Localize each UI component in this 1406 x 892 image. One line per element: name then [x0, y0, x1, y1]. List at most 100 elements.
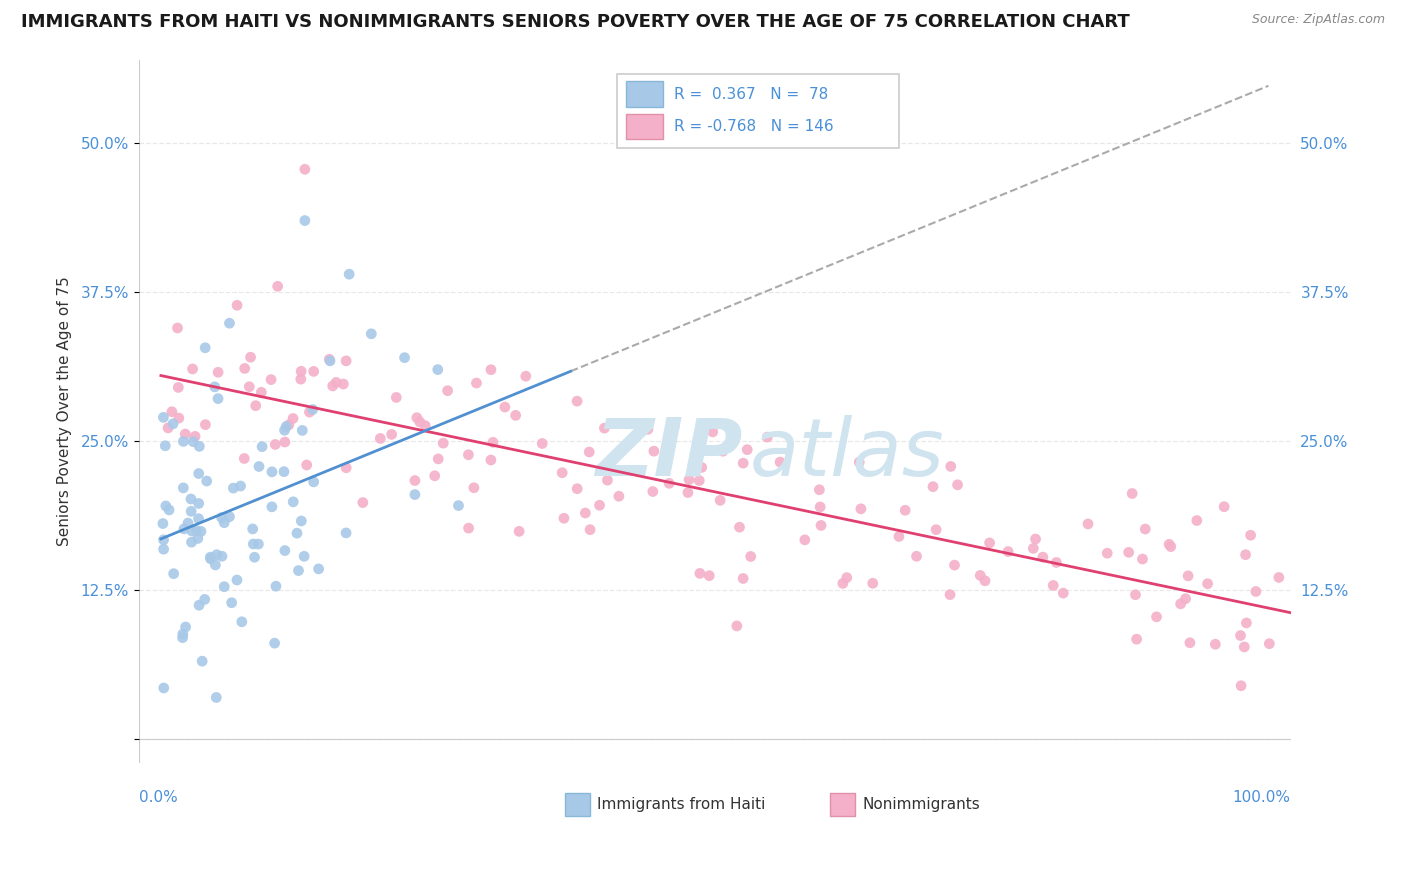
Point — [360, 326, 382, 341]
Point — [370, 432, 392, 446]
Point — [664, 419, 686, 434]
Point — [260, 465, 283, 479]
Point — [1125, 632, 1147, 647]
Point — [678, 473, 700, 487]
Point — [641, 484, 664, 499]
Point — [166, 321, 188, 335]
Point — [294, 162, 316, 177]
Point — [658, 476, 681, 491]
Text: ZIP: ZIP — [595, 415, 742, 492]
Point — [318, 352, 340, 367]
Point — [290, 364, 312, 378]
Point — [163, 566, 186, 581]
Point — [335, 354, 357, 368]
Point — [260, 500, 283, 514]
Point — [479, 453, 502, 467]
Point — [187, 511, 209, 525]
Point — [250, 440, 273, 454]
Point — [427, 451, 450, 466]
Point — [432, 436, 454, 450]
Point — [167, 380, 190, 394]
Point — [266, 279, 288, 293]
Point — [1197, 576, 1219, 591]
Point — [205, 548, 228, 562]
Point — [160, 405, 183, 419]
Point — [194, 341, 217, 355]
Point — [1230, 679, 1253, 693]
Point — [229, 479, 252, 493]
Point — [905, 549, 928, 564]
Point — [974, 574, 997, 588]
Point — [457, 521, 479, 535]
Point — [849, 501, 872, 516]
Point — [494, 400, 516, 414]
Point — [1185, 514, 1208, 528]
Text: Immigrants from Haiti: Immigrants from Haiti — [598, 797, 765, 812]
Point — [190, 524, 212, 539]
Point — [409, 415, 432, 429]
Point — [308, 562, 330, 576]
Point — [301, 402, 323, 417]
Point — [381, 427, 404, 442]
Point — [276, 419, 298, 434]
Point — [426, 362, 449, 376]
Point — [447, 499, 470, 513]
Point — [211, 510, 233, 524]
Text: Source: ZipAtlas.com: Source: ZipAtlas.com — [1251, 13, 1385, 27]
Point — [508, 524, 530, 539]
Point — [283, 495, 305, 509]
Point — [226, 573, 249, 587]
Point — [184, 429, 207, 443]
Point — [325, 376, 347, 390]
Point — [200, 550, 222, 565]
Point — [551, 466, 574, 480]
Point — [689, 566, 711, 581]
Point — [187, 496, 209, 510]
Text: 0.0%: 0.0% — [139, 789, 177, 805]
FancyBboxPatch shape — [626, 81, 662, 107]
Point — [274, 543, 297, 558]
Point — [290, 372, 312, 386]
Point — [413, 418, 436, 433]
Point — [295, 458, 318, 472]
Point — [725, 619, 748, 633]
Point — [394, 351, 416, 365]
Point — [1213, 500, 1236, 514]
Point — [515, 369, 537, 384]
Point — [174, 427, 197, 442]
Point — [180, 491, 202, 506]
Point — [155, 439, 177, 453]
Point — [1178, 636, 1201, 650]
Point — [553, 511, 575, 525]
Point — [207, 392, 229, 406]
Point — [505, 409, 527, 423]
Point — [1118, 545, 1140, 559]
Point — [740, 549, 762, 564]
Point — [290, 514, 312, 528]
Point — [733, 456, 755, 470]
Point — [1174, 591, 1197, 606]
Point — [1159, 537, 1181, 551]
Point — [436, 384, 458, 398]
Point — [233, 361, 256, 376]
Point — [939, 459, 962, 474]
Point — [1052, 586, 1074, 600]
Point — [337, 267, 360, 281]
Point — [172, 481, 194, 495]
Point — [423, 468, 446, 483]
Point — [925, 523, 948, 537]
Point — [218, 509, 240, 524]
FancyBboxPatch shape — [830, 793, 855, 816]
Point — [157, 421, 180, 435]
Point — [697, 568, 720, 582]
Point — [1170, 597, 1192, 611]
Point — [181, 434, 204, 449]
Point — [1097, 546, 1119, 560]
Point — [211, 549, 233, 564]
Point — [187, 532, 209, 546]
Point — [709, 493, 731, 508]
Point — [404, 474, 426, 488]
Point — [281, 411, 304, 425]
FancyBboxPatch shape — [565, 793, 591, 816]
Point — [205, 690, 228, 705]
